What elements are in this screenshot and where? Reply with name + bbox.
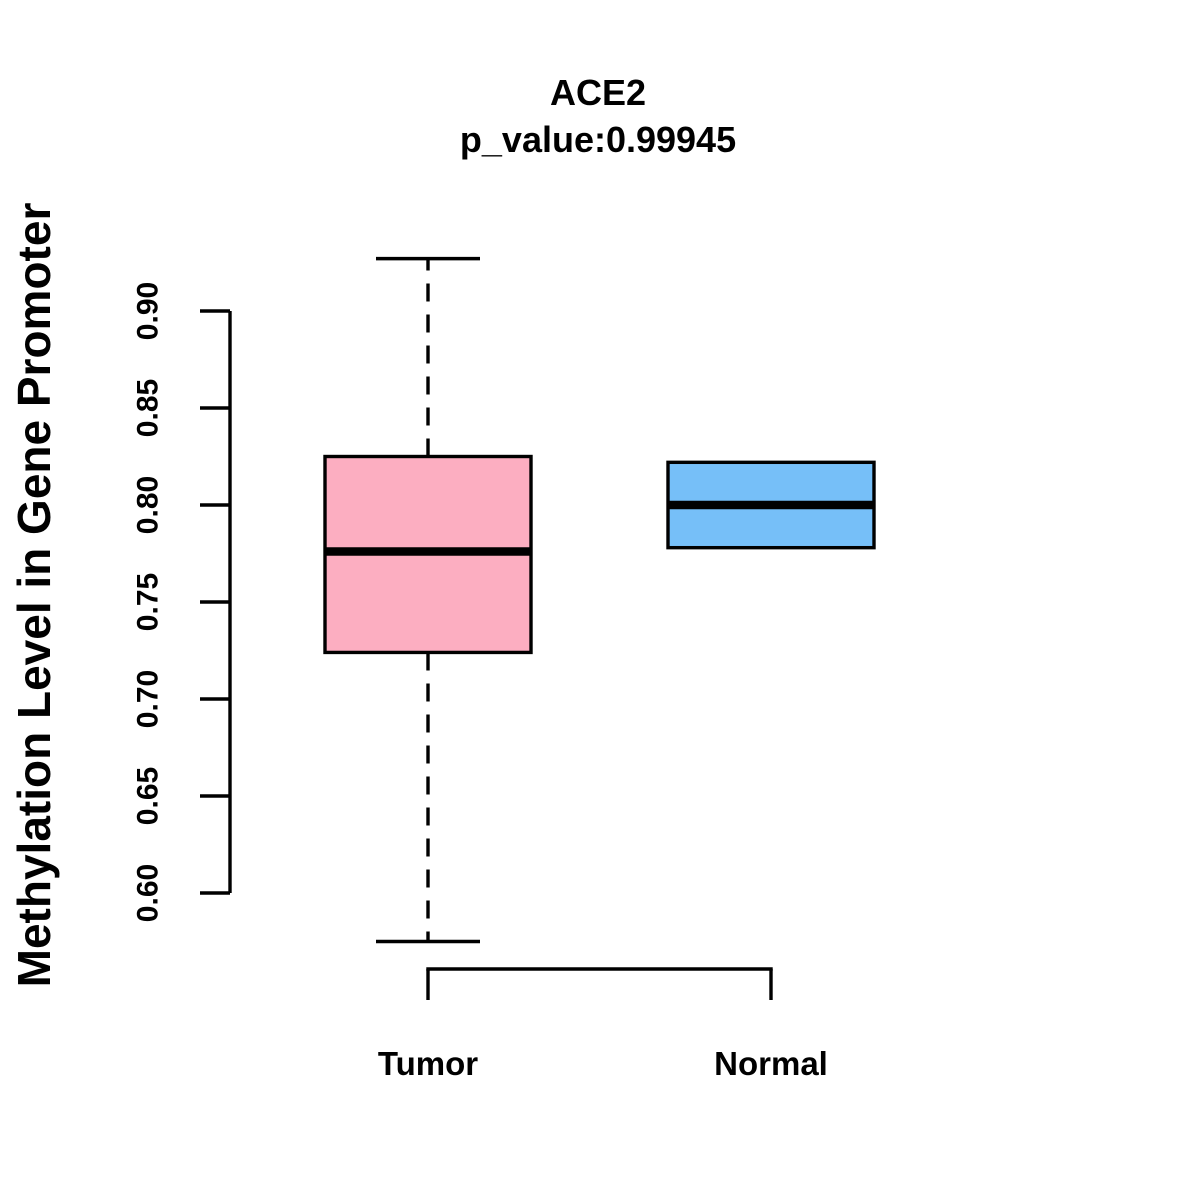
- y-axis-tick-label: 0.75: [132, 573, 165, 631]
- chart-title: ACE2: [549, 72, 647, 113]
- y-axis-tick-label: 0.80: [132, 476, 165, 534]
- y-axis-tick-label: 0.60: [132, 864, 165, 922]
- chart-subtitle-pvalue: p_value:0.99945: [459, 119, 737, 160]
- x-tick-label-tumor: Tumor: [377, 1045, 479, 1082]
- chart-title-block: ACE2 p_value:0.99945: [230, 69, 966, 163]
- y-axis-tick-label: 0.70: [132, 670, 165, 728]
- y-axis-tick-label: 0.90: [132, 282, 165, 340]
- y-axis-tick-label: 0.85: [132, 379, 165, 437]
- y-axis-tick-label: 0.65: [132, 767, 165, 825]
- x-tick-label-normal: Normal: [714, 1045, 828, 1082]
